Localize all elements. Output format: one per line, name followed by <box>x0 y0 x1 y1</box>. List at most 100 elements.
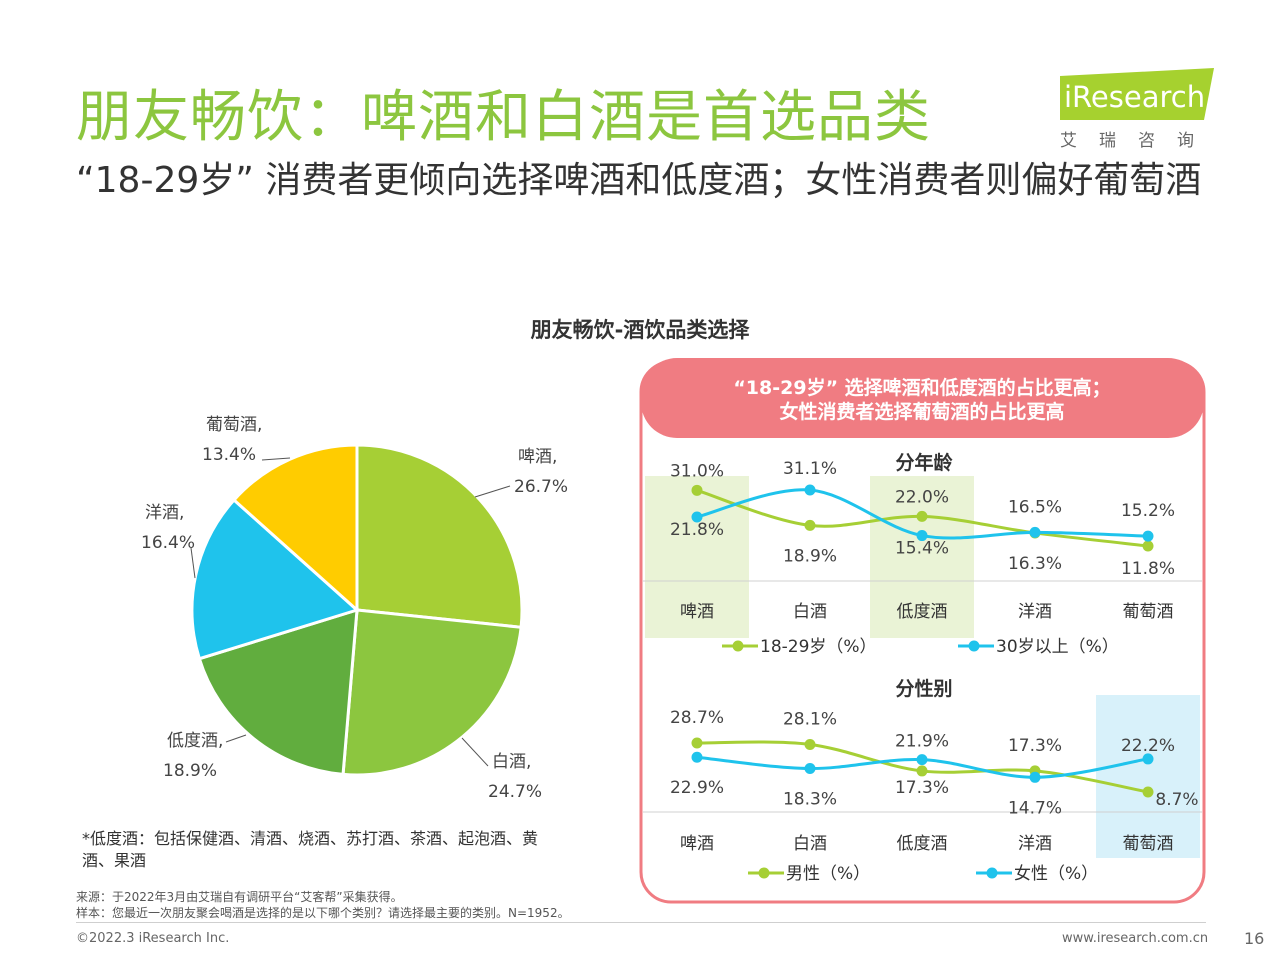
data-point <box>804 738 816 750</box>
data-label: 21.8% <box>670 520 724 540</box>
pie-leader-line <box>225 734 247 743</box>
data-label: 28.1% <box>783 709 837 729</box>
category-label: 啤酒 <box>680 602 714 622</box>
data-label: 16.5% <box>1008 497 1062 517</box>
data-label: 21.9% <box>895 732 949 752</box>
pie-slice-1 <box>355 443 524 629</box>
pie-slice-value: 18.9% <box>163 761 217 781</box>
data-label: 22.0% <box>895 487 949 507</box>
data-point <box>691 511 703 523</box>
page-title: 朋友畅饮：啤酒和白酒是首选品类 <box>76 85 931 150</box>
pie-slice-value: 26.7% <box>514 477 568 497</box>
data-label: 15.4% <box>895 539 949 559</box>
pie-leader-line <box>461 737 489 767</box>
legend-label: 男性（%） <box>786 864 870 884</box>
data-label: 28.7% <box>670 708 724 728</box>
data-label: 22.2% <box>1121 736 1175 756</box>
data-label: 31.0% <box>670 461 724 481</box>
page-subtitle: “18-29岁” 消费者更倾向选择啤酒和低度酒；女性消费者则偏好葡萄酒 <box>76 160 1202 201</box>
callout-line-1: “18-29岁” 选择啤酒和低度酒的占比更高； <box>733 376 1110 399</box>
line-chart-title: 分性别 <box>895 677 952 700</box>
data-label: 17.3% <box>895 778 949 798</box>
data-point <box>916 754 928 766</box>
data-point <box>916 510 928 522</box>
category-label: 洋酒 <box>1018 834 1052 854</box>
pie-slice-3 <box>197 607 359 777</box>
sample-line: 样本：您最近一次朋友聚会喝酒是选择的是以下哪个类别？请选择最主要的类别。N=19… <box>76 906 570 920</box>
line-chart-title: 分年龄 <box>895 451 953 474</box>
data-label: 8.7% <box>1155 790 1198 810</box>
data-point <box>691 751 703 763</box>
source-note: 来源：于2022年3月由艾瑞自有调研平台“艾客帮”采集获得。 样本：您最近一次朋… <box>76 889 570 921</box>
chart-title: 朋友畅饮-酒饮品类选择 <box>530 318 750 342</box>
highlight-column <box>870 476 974 638</box>
pie-leader-line <box>474 485 511 498</box>
data-point <box>1142 786 1154 798</box>
pie-slice-value: 16.4% <box>141 533 195 553</box>
data-point <box>804 519 816 531</box>
category-label: 白酒 <box>793 602 827 622</box>
data-label: 17.3% <box>1008 736 1062 756</box>
category-label: 低度酒 <box>897 834 948 854</box>
pie-slice-value: 24.7% <box>488 782 542 802</box>
pie-slice-label: 白酒, <box>492 752 531 772</box>
legend-marker <box>758 867 770 879</box>
legend-label: 女性（%） <box>1014 864 1098 884</box>
callout-banner <box>641 358 1204 438</box>
legend-label: 18-29岁（%） <box>760 637 877 657</box>
data-label: 18.9% <box>783 546 837 566</box>
data-point <box>916 765 928 777</box>
pie-leader-line <box>261 457 291 461</box>
data-point <box>691 737 703 749</box>
legend-marker <box>732 640 744 652</box>
category-label: 啤酒 <box>680 834 714 854</box>
category-label: 葡萄酒 <box>1123 602 1174 622</box>
data-label: 16.3% <box>1008 554 1062 574</box>
website-link[interactable]: www.iresearch.com.cn <box>1062 931 1209 946</box>
pie-slice-4 <box>190 497 360 661</box>
footnote: *低度酒：包括保健酒、清酒、烧酒、苏打酒、茶酒、起泡酒、黄酒、果酒 <box>82 829 539 870</box>
data-label: 18.3% <box>783 789 837 809</box>
source-line: 来源：于2022年3月由艾瑞自有调研平台“艾客帮”采集获得。 <box>76 890 403 904</box>
pie-slice-label: 洋酒, <box>145 503 184 523</box>
pie-slice-label: 葡萄酒, <box>206 415 262 435</box>
category-label: 白酒 <box>793 834 827 854</box>
copyright: ©2022.3 iResearch Inc. <box>76 931 230 946</box>
legend-marker <box>986 867 998 879</box>
legend-marker <box>968 640 980 652</box>
pie-slice-label: 啤酒, <box>518 447 557 467</box>
logo-text: iResearch <box>1064 80 1205 114</box>
data-point <box>691 484 703 496</box>
pie-slice-value: 13.4% <box>202 445 256 465</box>
pie-slice-5 <box>231 443 359 614</box>
highlight-column <box>1096 695 1200 858</box>
legend-label: 30岁以上（%） <box>996 637 1119 657</box>
data-point <box>804 762 816 774</box>
data-label: 22.9% <box>670 778 724 798</box>
category-label: 洋酒 <box>1018 602 1052 622</box>
footer-divider <box>76 922 1206 923</box>
data-point <box>916 530 928 542</box>
data-label: 14.7% <box>1008 798 1062 818</box>
data-point <box>1142 540 1154 552</box>
data-point <box>804 484 816 496</box>
data-label: 15.2% <box>1121 501 1175 521</box>
data-point <box>1142 753 1154 765</box>
data-point <box>1029 771 1041 783</box>
pie-slice-2 <box>341 608 523 777</box>
pie-slice-label: 低度酒, <box>167 731 223 751</box>
logo-banner-shape <box>1060 68 1214 120</box>
category-label: 葡萄酒 <box>1123 834 1174 854</box>
category-label: 低度酒 <box>897 602 948 622</box>
logo-subtitle: 艾瑞咨询 <box>1060 131 1216 151</box>
data-point <box>1142 530 1154 542</box>
page-number: 16 <box>1244 929 1265 948</box>
data-label: 11.8% <box>1121 559 1175 579</box>
data-label: 31.1% <box>783 459 837 479</box>
pie-leader-line <box>190 547 196 579</box>
data-point <box>1029 526 1041 538</box>
iresearch-logo: iResearch <box>1060 68 1214 120</box>
callout-line-2: 女性消费者选择葡萄酒的占比更高 <box>779 400 1064 423</box>
